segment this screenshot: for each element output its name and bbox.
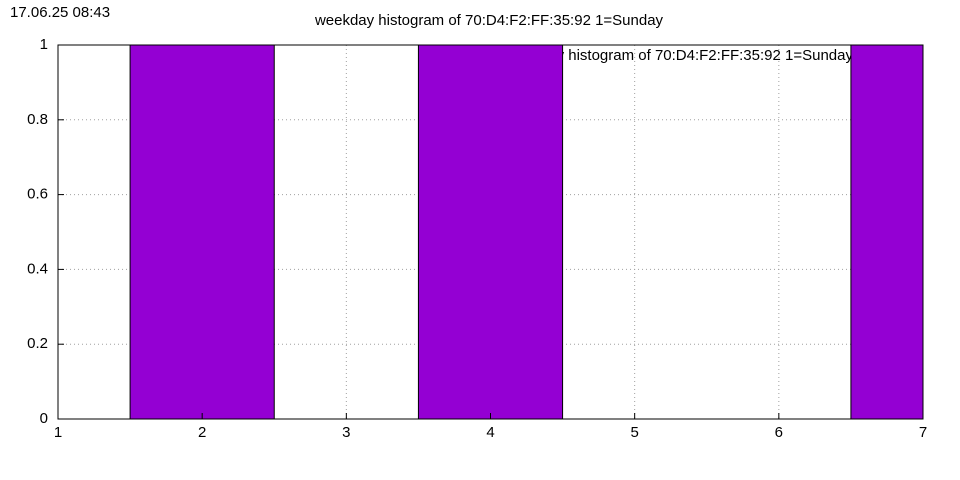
y-tick-label: 0.4	[27, 260, 48, 277]
y-tick-label: 0.6	[27, 186, 48, 203]
legend-label: weekday histogram of 70:D4:F2:FF:35:92 1…	[504, 47, 854, 64]
x-tick-label: 3	[342, 424, 350, 441]
x-tick-label: 4	[486, 424, 494, 441]
legend: weekday histogram of 70:D4:F2:FF:35:92 1…	[504, 47, 854, 64]
bar	[129, 45, 275, 419]
timestamp: 17.06.25 08:43	[10, 4, 110, 21]
bar	[417, 45, 564, 419]
y-tick-label: 1	[40, 36, 48, 53]
y-tick-label: 0.8	[27, 111, 48, 128]
y-tick-label: 0	[40, 410, 48, 427]
x-tick-label: 2	[198, 424, 206, 441]
x-tick-label: 6	[775, 424, 783, 441]
x-tick-label: 7	[919, 424, 927, 441]
bars	[129, 45, 923, 419]
y-tick-label: 0.2	[27, 335, 48, 352]
axes: 0 0.2 0.4 0.6 0.8 1 1 2 3 4 5 6 7	[27, 36, 927, 441]
x-tick-label: 1	[54, 424, 62, 441]
plot-border	[57, 44, 924, 420]
x-tick-label: 5	[630, 424, 638, 441]
bar	[850, 45, 923, 419]
chart-title: weekday histogram of 70:D4:F2:FF:35:92 1…	[314, 12, 664, 29]
